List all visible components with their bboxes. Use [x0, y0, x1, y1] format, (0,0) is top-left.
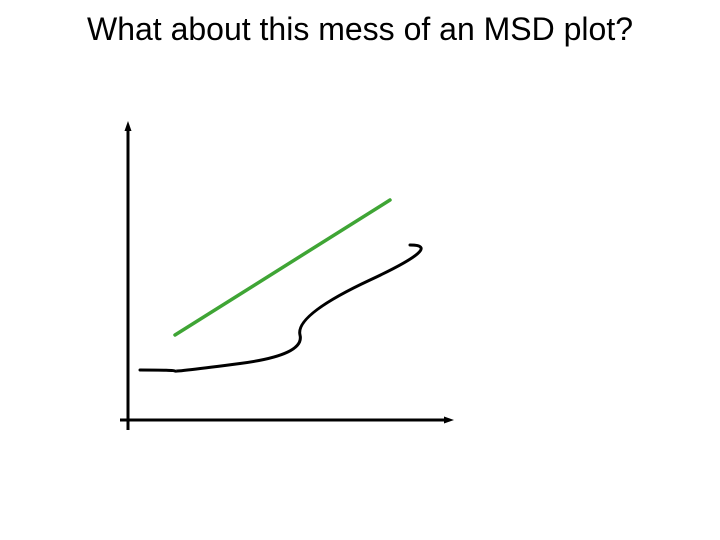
green-line	[175, 200, 390, 335]
page-title: What about this mess of an MSD plot?	[0, 10, 720, 48]
chart-svg	[100, 110, 480, 440]
msd-chart	[100, 110, 480, 440]
black-curve	[140, 245, 421, 371]
